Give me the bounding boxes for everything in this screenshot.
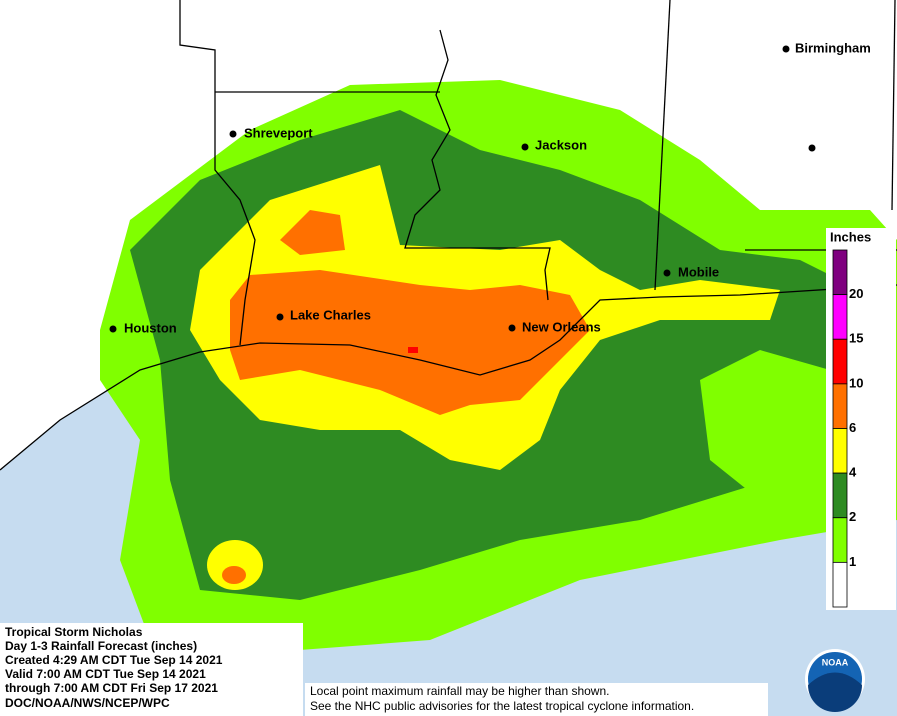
disclaimer: Local point maximum rainfall may be high…: [305, 683, 768, 716]
legend-label: 4: [849, 465, 857, 480]
city-dot: [808, 144, 816, 152]
disclaimer-background: [305, 683, 768, 716]
disclaimer-line: See the NHC public advisories for the la…: [310, 699, 694, 713]
state-border: [404, 29, 551, 301]
city-label: Lake Charles: [290, 307, 371, 322]
legend-swatch: [832, 383, 848, 429]
city-label: Jackson: [535, 137, 587, 152]
legend: Inches 20 15 10 6 4 2 1: [826, 228, 896, 610]
legend-label: 1: [849, 554, 856, 569]
city-dot: [508, 324, 516, 332]
info-line: through 7:00 AM CDT Fri Sep 17 2021: [5, 681, 218, 695]
legend-label: 6: [849, 420, 856, 435]
rain-1-2: [700, 350, 830, 500]
info-line: Valid 7:00 AM CDT Tue Sep 14 2021: [5, 667, 206, 681]
coastline: [0, 284, 897, 471]
legend-swatch: [832, 561, 848, 608]
city-dot: [229, 130, 237, 138]
city-label: New Orleans: [522, 319, 601, 334]
legend-swatch: [832, 294, 848, 340]
city-label: Shreveport: [244, 125, 313, 140]
state-border: [654, 0, 671, 291]
state-border: [179, 0, 256, 346]
legend-label: 10: [849, 375, 863, 390]
legend-swatch: [832, 338, 848, 385]
city-label: Houston: [124, 320, 177, 335]
rain-6-10: [222, 566, 246, 584]
info-box: Tropical Storm Nicholas Day 1-3 Rainfall…: [0, 623, 303, 716]
city-labels: Birmingham Shreveport Jackson Houston La…: [109, 40, 871, 335]
logo-text: NOAA: [822, 657, 849, 667]
info-line: DOC/NOAA/NWS/NCEP/WPC: [5, 696, 170, 710]
city-dot: [109, 325, 117, 333]
city-dot: [521, 143, 529, 151]
info-background: [0, 623, 303, 716]
legend-label: 2: [849, 509, 856, 524]
logo-wave: [808, 672, 862, 712]
legend-swatch: [832, 428, 848, 474]
state-border: [891, 0, 896, 211]
rain-6-10: [230, 270, 590, 415]
legend-swatch: [832, 249, 848, 296]
info-line: Created 4:29 AM CDT Tue Sep 14 2021: [5, 653, 223, 667]
city-label: Mobile: [678, 264, 719, 279]
rain-4-6: [207, 540, 263, 590]
rain-10-15: [408, 347, 418, 353]
info-line: Day 1-3 Rainfall Forecast (inches): [5, 639, 197, 653]
legend-title: Inches: [830, 229, 871, 244]
disclaimer-line: Local point maximum rainfall may be high…: [310, 684, 609, 698]
city-dot: [276, 313, 284, 321]
legend-swatch: [832, 517, 848, 563]
city-dot: [663, 269, 671, 277]
city-dot: [782, 45, 790, 53]
rain-6-10: [280, 210, 345, 255]
city-label: Birmingham: [795, 40, 871, 55]
legend-label: 15: [849, 331, 863, 346]
legend-swatch: [832, 472, 848, 519]
noaa-logo: NOAA: [805, 649, 865, 712]
legend-label: 20: [849, 286, 863, 301]
info-line: Tropical Storm Nicholas: [5, 625, 143, 639]
